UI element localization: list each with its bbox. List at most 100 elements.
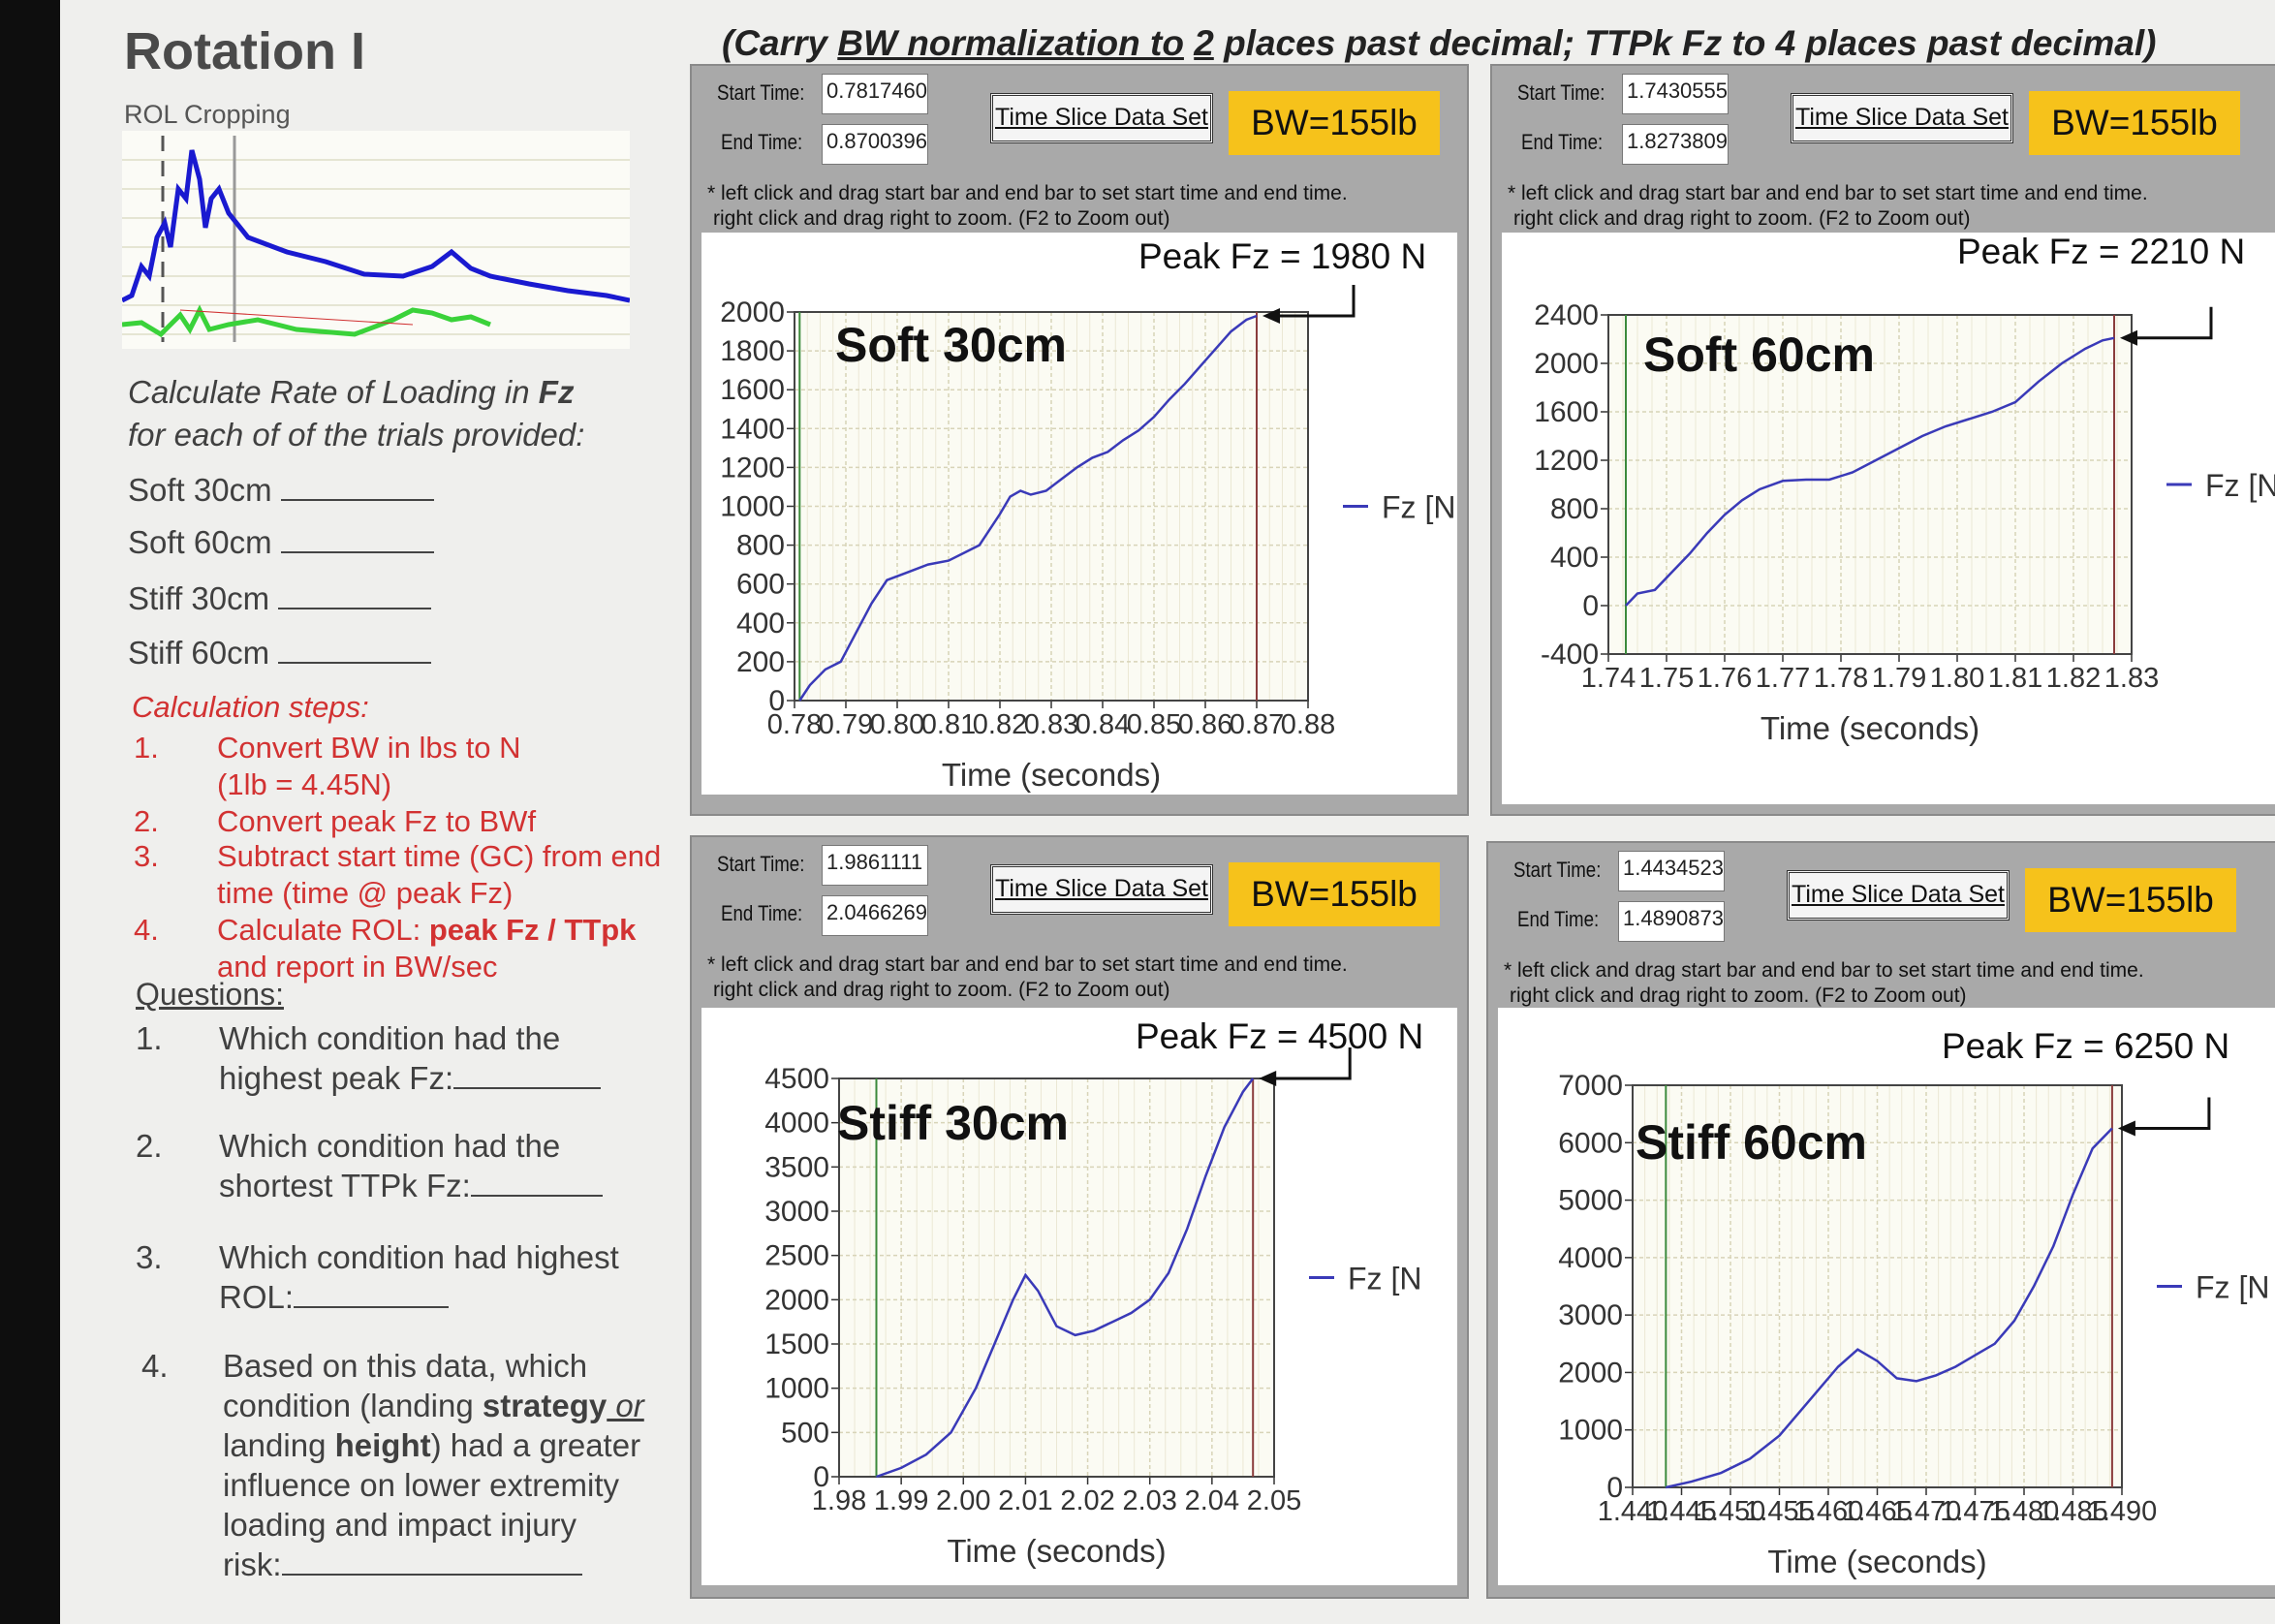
end-time-label: End Time: [1517,907,1600,931]
instruction-hint-2: right click and drag right to zoom. (F2 … [1510,984,1967,1007]
y-tick-label: 0 [1606,1472,1623,1504]
instruction-line-1: Calculate Rate of Loading in Fz [128,374,575,410]
y-tick-label: 2000 [764,1284,829,1316]
question-4-line-1: Based on this data, which [223,1348,588,1384]
start-time-field[interactable]: 1.4434523 [1618,851,1725,891]
peak-arrow [1270,1047,1352,1080]
page-title: Rotation I [124,22,365,80]
x-tick-label: 0.86 [1178,709,1232,740]
time-slice-data-set-button[interactable]: Time Slice Data Set [990,864,1213,915]
x-tick-label: 1.480 [1989,1496,2060,1527]
y-tick-label: 2000 [1534,348,1599,380]
step-2-text: Convert peak Fz to BWf [217,804,537,838]
end-time-label: End Time: [721,130,803,154]
start-time-field[interactable]: 1.7430555 [1622,74,1729,114]
step-1-number: 1. [134,731,159,765]
legend-label: Fz [N [2196,1270,2269,1305]
instruction-hint-2: right click and drag right to zoom. (F2 … [1513,207,1971,230]
peak-fz-label: Peak Fz = 1980 N [1138,236,1426,276]
peak-arrowhead [2120,329,2137,346]
peak-arrowhead [2117,1120,2135,1137]
legend-label: Fz [N [1348,1262,1421,1296]
y-tick-label: 1600 [720,374,785,406]
y-tick-label: 600 [736,569,785,601]
y-tick-label: 200 [736,646,785,678]
instruction-hint-2: right click and drag right to zoom. (F2 … [713,207,1170,230]
fz-series-line [876,1077,1255,1479]
x-tick-label: 1.460 [1793,1496,1864,1527]
y-tick-label: 6000 [1558,1127,1623,1159]
y-tick-label: 1500 [764,1328,829,1360]
x-axis-label: Time (seconds) [1761,710,1979,746]
chart-condition-label: Stiff 60cm [1636,1115,1867,1170]
question-4-line-2: condition (landing strategy or [223,1388,644,1423]
question-4-line-3: landing height) had a greater [223,1427,641,1463]
plot-frame [838,1077,1275,1478]
calculation-steps-title: Calculation steps: [132,690,369,724]
end-time-field[interactable]: 0.8700396 [822,124,928,165]
start-time-label: Start Time: [717,80,805,105]
question-4-line-5: loading and impact injury [223,1507,577,1543]
instruction-hint-1: * left click and drag start bar and end … [707,953,1348,976]
x-tick-label: 1.98 [812,1485,866,1516]
x-tick-label: 0.88 [1281,709,1335,740]
step-4-text: Calculate ROL: peak Fz / TTpk [217,913,637,947]
x-tick-label: 0.81 [921,709,976,740]
x-tick-label: 2.00 [936,1485,990,1516]
y-tick-label: 0 [768,685,785,717]
x-axis-label: Time (seconds) [947,1533,1166,1569]
question-4-number: 4. [141,1348,169,1384]
time-slice-data-set-button[interactable]: Time Slice Data Set [990,93,1213,143]
fz-series-line [798,314,1258,702]
x-tick-label: 1.77 [1756,663,1810,694]
y-tick-label: 3000 [1558,1299,1623,1331]
x-tick-label: 0.85 [1127,709,1181,740]
y-tick-label: 1000 [720,491,785,523]
end-time-field[interactable]: 1.8273809 [1622,124,1729,165]
y-tick-label: 3000 [764,1196,829,1228]
y-tick-label: 400 [736,608,785,640]
start-time-field[interactable]: 1.9861111 [822,845,928,886]
question-3-number: 3. [136,1239,163,1275]
time-slice-data-set-button[interactable]: Time Slice Data Set [1791,93,2013,143]
x-tick-label: 1.440 [1598,1496,1668,1527]
y-tick-label: 500 [781,1417,829,1449]
bodyweight-badge: BW=155lb [2029,91,2240,155]
time-slice-data-set-button[interactable]: Time Slice Data Set [1787,870,2010,921]
y-tick-label: 2400 [1534,299,1599,331]
x-tick-label: 1.490 [2087,1496,2158,1527]
chart-condition-label: Soft 30cm [835,318,1067,372]
end-time-field[interactable]: 1.4890873 [1618,901,1725,942]
step-4-text-2: and report in BW/sec [217,950,498,984]
x-tick-label: 2.03 [1122,1485,1176,1516]
y-tick-label: 3500 [764,1151,829,1183]
question-4-line-4: influence on lower extremity [223,1467,620,1503]
peak-arrow [2132,306,2213,340]
y-tick-label: 1600 [1534,396,1599,428]
x-tick-label: 0.79 [819,709,873,740]
legend-label: Fz [N [2205,468,2275,503]
peak-arrowhead [1262,308,1280,325]
plot-frame [1632,1084,2123,1488]
y-tick-label: 7000 [1558,1070,1623,1102]
x-tick-label: 0.78 [767,709,822,740]
x-axis-label: Time (seconds) [1767,1544,1986,1579]
x-axis-label: Time (seconds) [942,757,1161,793]
start-time-label: Start Time: [1517,80,1605,105]
y-tick-label: 2000 [720,297,785,328]
x-tick-label: 1.81 [1988,663,2042,694]
y-tick-label: 1200 [1534,445,1599,477]
start-time-field[interactable]: 0.7817460 [822,74,928,114]
question-4-line-6: risk: [223,1546,582,1583]
x-tick-label: 1.445 [1646,1496,1717,1527]
x-tick-label: 1.82 [2046,663,2101,694]
rol-cropping-label: ROL Cropping [124,100,291,129]
trial-soft-60cm: Soft 60cm [128,524,434,561]
question-3-line-2: ROL: [219,1279,450,1316]
legend-label: Fz [N [1382,490,1455,525]
y-tick-label: 1400 [720,413,785,445]
question-2-line-1: Which condition had the [219,1128,561,1164]
y-tick-label: 1000 [1558,1415,1623,1447]
end-time-field[interactable]: 2.0466269 [822,895,928,936]
question-1-number: 1. [136,1020,163,1056]
